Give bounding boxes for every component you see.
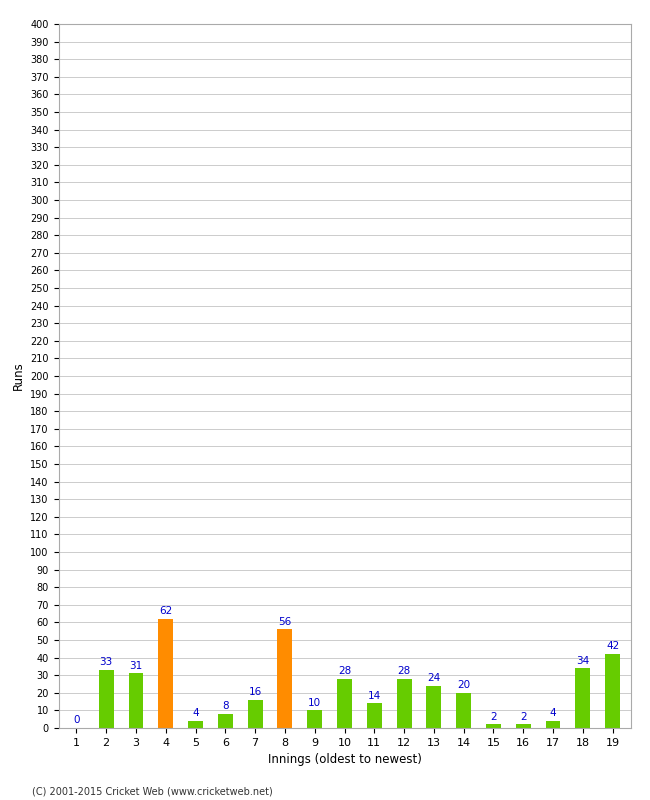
Bar <box>396 678 411 728</box>
Bar <box>337 678 352 728</box>
Bar <box>188 721 203 728</box>
Text: 34: 34 <box>576 655 590 666</box>
Bar <box>516 725 530 728</box>
Text: 14: 14 <box>368 690 381 701</box>
Bar <box>456 693 471 728</box>
Text: 28: 28 <box>397 666 411 676</box>
Text: 33: 33 <box>99 658 113 667</box>
Text: 62: 62 <box>159 606 172 616</box>
Y-axis label: Runs: Runs <box>12 362 25 390</box>
Text: 20: 20 <box>457 680 470 690</box>
Text: 31: 31 <box>129 661 142 670</box>
Text: 2: 2 <box>490 712 497 722</box>
Bar <box>605 654 620 728</box>
Bar <box>367 703 382 728</box>
Text: 16: 16 <box>248 687 262 697</box>
Bar <box>486 725 501 728</box>
Text: (C) 2001-2015 Cricket Web (www.cricketweb.net): (C) 2001-2015 Cricket Web (www.cricketwe… <box>32 786 273 796</box>
X-axis label: Innings (oldest to newest): Innings (oldest to newest) <box>268 754 421 766</box>
Bar <box>575 668 590 728</box>
Text: 0: 0 <box>73 715 79 726</box>
Text: 56: 56 <box>278 617 292 627</box>
Text: 4: 4 <box>192 708 199 718</box>
Bar <box>99 670 114 728</box>
Bar <box>159 619 173 728</box>
Text: 8: 8 <box>222 702 229 711</box>
Text: 24: 24 <box>427 673 441 683</box>
Text: 28: 28 <box>338 666 351 676</box>
Bar <box>218 714 233 728</box>
Bar <box>426 686 441 728</box>
Bar <box>248 700 263 728</box>
Bar <box>129 674 144 728</box>
Text: 4: 4 <box>550 708 556 718</box>
Text: 2: 2 <box>520 712 526 722</box>
Text: 42: 42 <box>606 642 619 651</box>
Text: 10: 10 <box>308 698 321 708</box>
Bar <box>278 630 292 728</box>
Bar <box>545 721 560 728</box>
Bar <box>307 710 322 728</box>
